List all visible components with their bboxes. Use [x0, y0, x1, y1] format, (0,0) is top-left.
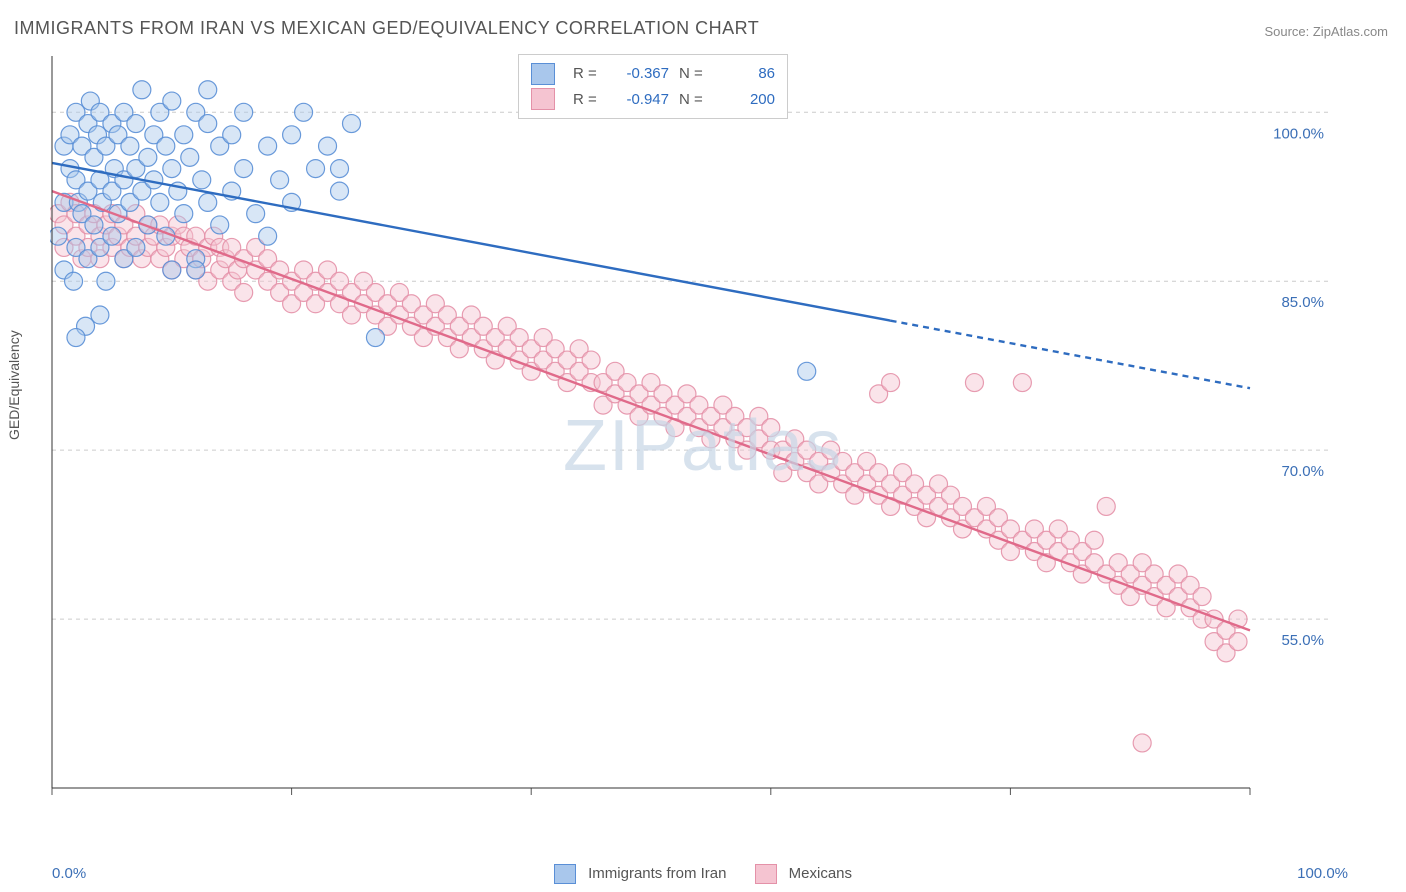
legend-label-iran: Immigrants from Iran [588, 865, 726, 882]
n-value-iran: 86 [717, 61, 775, 87]
swatch-iran-bottom [554, 864, 576, 884]
r-value-iran: -0.367 [611, 61, 669, 87]
scatter-plot: 55.0% 70.0% 85.0% 100.0% [50, 48, 1330, 828]
r-value-mexican: -0.947 [611, 87, 669, 113]
swatch-mexican-bottom [755, 864, 777, 884]
svg-text:85.0%: 85.0% [1281, 294, 1324, 311]
legend-row-iran: R = -0.367 N = 86 [531, 61, 775, 87]
swatch-mexican [531, 88, 555, 110]
chart-title: IMMIGRANTS FROM IRAN VS MEXICAN GED/EQUI… [14, 18, 759, 39]
series-legend: Immigrants from Iran Mexicans [0, 864, 1406, 884]
svg-text:55.0%: 55.0% [1281, 632, 1324, 649]
source-label: Source: ZipAtlas.com [1264, 24, 1388, 39]
n-value-mexican: 200 [717, 87, 775, 113]
legend-label-mexican: Mexicans [789, 865, 852, 882]
legend-item-mexican: Mexicans [755, 864, 853, 884]
svg-text:70.0%: 70.0% [1281, 463, 1324, 480]
svg-text:100.0%: 100.0% [1273, 125, 1324, 142]
legend-row-mexican: R = -0.947 N = 200 [531, 87, 775, 113]
correlation-legend: R = -0.367 N = 86 R = -0.947 N = 200 [518, 54, 788, 119]
swatch-iran [531, 63, 555, 85]
legend-item-iran: Immigrants from Iran [554, 864, 727, 884]
y-axis-label: GED/Equivalency [6, 330, 22, 440]
